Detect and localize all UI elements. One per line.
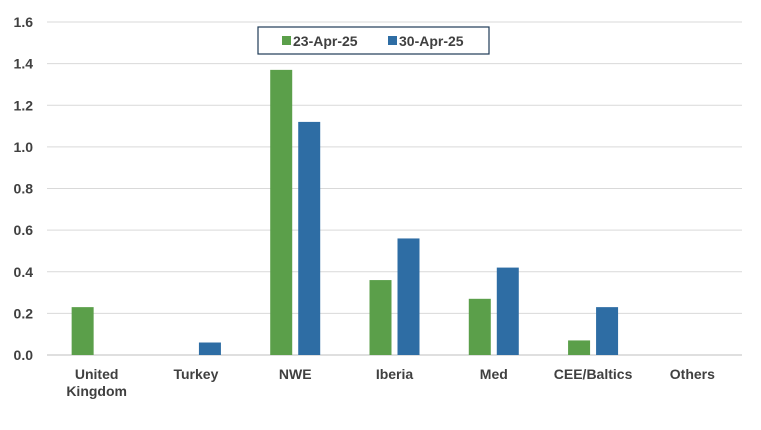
- x-category-label: Turkey: [173, 366, 218, 382]
- legend-label: 30-Apr-25: [399, 33, 464, 49]
- y-tick-label: 1.4: [14, 56, 34, 72]
- legend-swatch: [282, 36, 291, 45]
- x-category-label: Med: [480, 366, 508, 382]
- bar-series-2: [198, 342, 221, 355]
- y-tick-label: 0.8: [14, 181, 34, 197]
- gridlines: [47, 21, 742, 356]
- x-category-label: CEE/Baltics: [554, 366, 633, 382]
- legend: 23-Apr-25 30-Apr-25: [257, 26, 490, 55]
- y-axis-ticks: 0.0 0.2 0.4 0.6 0.8 1.0 1.2 1.4 1.6: [14, 14, 34, 363]
- bar-series-2: [596, 307, 619, 355]
- bar-series-2: [496, 267, 519, 355]
- legend-box: [257, 26, 490, 55]
- bar-series-1: [568, 340, 591, 355]
- bar-series-1: [270, 69, 293, 356]
- x-category-label: Others: [670, 366, 715, 382]
- bar-series-1: [369, 280, 392, 355]
- x-category-label: Iberia: [376, 366, 414, 382]
- legend-label: 23-Apr-25: [293, 33, 358, 49]
- y-tick-label: 1.0: [14, 139, 34, 155]
- bar-series-1: [468, 298, 491, 355]
- legend-swatch: [388, 36, 397, 45]
- y-tick-label: 1.2: [14, 97, 34, 113]
- x-category-label: United Kingdom: [66, 366, 127, 399]
- y-tick-label: 0.0: [14, 347, 34, 363]
- y-tick-label: 0.4: [14, 264, 34, 280]
- bar-series-2: [397, 238, 420, 355]
- y-tick-label: 1.6: [14, 14, 34, 30]
- bars: [71, 69, 619, 356]
- bar-series-1: [71, 307, 94, 355]
- y-tick-label: 0.6: [14, 222, 34, 238]
- x-axis-categories: United Kingdom Turkey NWE Iberia Med CEE/Balti…: [66, 366, 715, 399]
- x-category-label: NWE: [279, 366, 312, 382]
- y-tick-label: 0.2: [14, 305, 34, 321]
- bar-series-2: [298, 121, 321, 356]
